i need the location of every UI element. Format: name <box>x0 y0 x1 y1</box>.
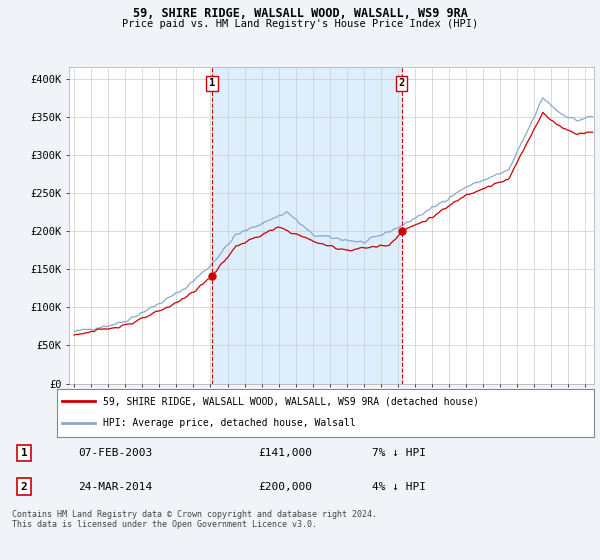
Text: 4% ↓ HPI: 4% ↓ HPI <box>372 482 426 492</box>
Text: £200,000: £200,000 <box>258 482 312 492</box>
Text: Price paid vs. HM Land Registry's House Price Index (HPI): Price paid vs. HM Land Registry's House … <box>122 19 478 29</box>
Text: 24-MAR-2014: 24-MAR-2014 <box>78 482 152 492</box>
Text: HPI: Average price, detached house, Walsall: HPI: Average price, detached house, Wals… <box>103 418 355 428</box>
Text: 59, SHIRE RIDGE, WALSALL WOOD, WALSALL, WS9 9RA (detached house): 59, SHIRE RIDGE, WALSALL WOOD, WALSALL, … <box>103 396 479 406</box>
Text: 07-FEB-2003: 07-FEB-2003 <box>78 448 152 458</box>
Text: £141,000: £141,000 <box>258 448 312 458</box>
Text: 1: 1 <box>209 78 215 88</box>
Text: 59, SHIRE RIDGE, WALSALL WOOD, WALSALL, WS9 9RA: 59, SHIRE RIDGE, WALSALL WOOD, WALSALL, … <box>133 7 467 20</box>
Text: 7% ↓ HPI: 7% ↓ HPI <box>372 448 426 458</box>
Text: 2: 2 <box>20 482 28 492</box>
Text: 2: 2 <box>398 78 405 88</box>
Text: Contains HM Land Registry data © Crown copyright and database right 2024.
This d: Contains HM Land Registry data © Crown c… <box>12 510 377 529</box>
Bar <box>212 67 402 384</box>
Text: 1: 1 <box>20 448 28 458</box>
